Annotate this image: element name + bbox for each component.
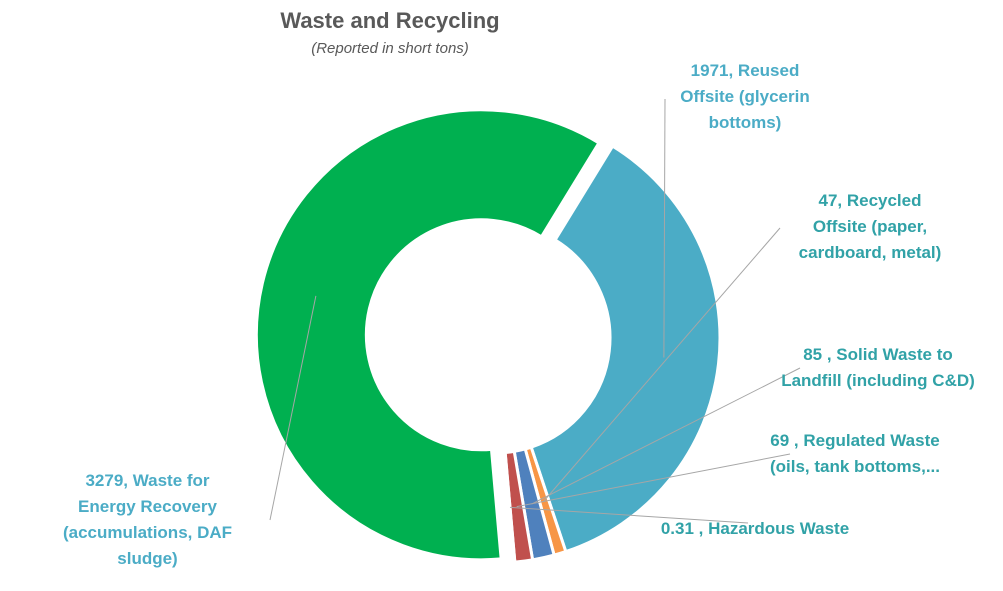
slice-5 (254, 108, 601, 562)
data-label-recycled-offsite: 47, Recycled Offsite (paper, cardboard, … (798, 191, 942, 262)
chart-subtitle: (Reported in short tons) (311, 40, 469, 57)
data-label-regulated-waste: 69 , Regulated Waste (oils, tank bottoms… (769, 431, 940, 476)
leader-line-0 (663, 98, 666, 358)
leader-line-4 (509, 506, 749, 524)
slice-0 (529, 144, 722, 554)
data-label-reused-offsite: 1971, Reused Offsite (glycerin bottoms) (680, 61, 810, 132)
chart-title: Waste and Recycling (280, 8, 500, 33)
leader-line-3 (516, 453, 791, 508)
leader-line-5 (269, 295, 317, 521)
data-label-hazardous-waste: 0.31 , Hazardous Waste (660, 519, 850, 538)
leader-line-1 (543, 227, 781, 502)
data-label-solid-waste-landfill: 85 , Solid Waste to Landfill (including … (781, 345, 975, 390)
leader-line-2 (531, 367, 801, 505)
data-label-energy-recovery: 3279, Waste for Energy Recovery (accumul… (62, 471, 233, 568)
